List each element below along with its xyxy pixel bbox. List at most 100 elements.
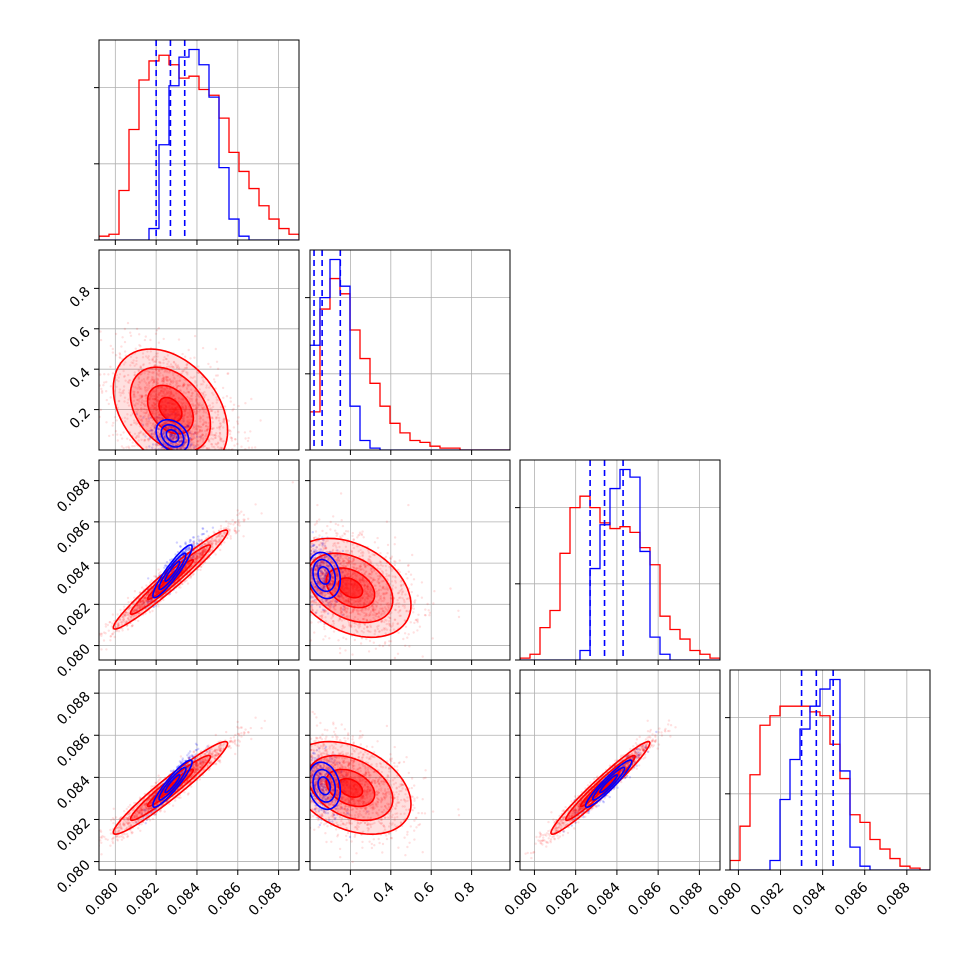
contour-red — [146, 768, 195, 808]
contour-blue — [152, 759, 193, 808]
histogram-red-step — [99, 54, 299, 240]
x-tick-label: 0.088 — [667, 880, 707, 920]
y-tick-label: 0.084 — [54, 773, 94, 813]
grid-lines — [99, 250, 299, 450]
contour-red — [310, 552, 394, 624]
y-tick-label: 0.084 — [54, 559, 94, 599]
contour-red — [325, 567, 376, 609]
contour-red — [112, 348, 229, 450]
y-tick-label: 0.088 — [54, 689, 94, 729]
panel-frame — [98, 669, 300, 871]
x-tick-label: 0.2 — [330, 880, 357, 907]
x-tick-label: 0.080 — [82, 880, 122, 920]
x-tick-label: 0.086 — [832, 879, 872, 919]
contour-red — [337, 577, 364, 599]
contour-blue — [317, 566, 331, 585]
contour-blue — [152, 544, 193, 599]
contour-blue — [164, 773, 181, 794]
panel-frame — [98, 459, 300, 661]
contour-red — [129, 754, 212, 822]
scatter-panel-1-2 — [305, 459, 511, 665]
y-tick-label: 0.8 — [67, 284, 94, 311]
panel-frame — [519, 459, 721, 661]
histogram-blue-step — [310, 258, 510, 450]
histogram-panel-1 — [305, 249, 511, 455]
y-tick-label: 0.086 — [54, 517, 94, 557]
density-fill — [147, 385, 194, 434]
x-tick-label: 0.4 — [371, 879, 398, 906]
histogram-panel-3: 0.080 0.082 0.084 0.086 0.088 — [706, 669, 931, 920]
y-tick-label: 0.080 — [54, 641, 94, 681]
contour-blue — [312, 558, 337, 593]
grid-lines — [310, 250, 510, 450]
density-fill — [338, 778, 363, 798]
contour-red — [112, 740, 229, 836]
y-tick-label: 0.4 — [67, 365, 94, 392]
density-fill — [113, 530, 228, 630]
contour-blue — [165, 429, 180, 443]
contour-red — [310, 740, 412, 836]
scatter-cloud — [99, 321, 262, 450]
scatter-panel-1-3: 0.2 0.4 0.6 0.8 — [305, 669, 511, 907]
contour-red — [112, 529, 229, 630]
density-fill — [326, 568, 375, 608]
y-tick-label: 0.082 — [54, 600, 94, 640]
x-tick-label: 0.084 — [790, 879, 830, 919]
x-tick-label: 0.8 — [451, 880, 478, 907]
contour-red — [129, 366, 212, 450]
contour-blue — [158, 552, 187, 591]
density-fill — [113, 741, 228, 835]
contour-red — [310, 754, 394, 822]
contour-blue — [160, 424, 185, 448]
density-fill — [310, 741, 411, 835]
histogram-blue-step — [730, 678, 930, 870]
y-tick-label: 0.088 — [54, 476, 94, 516]
x-tick-label: 0.082 — [748, 880, 788, 920]
x-tick-label: 0.6 — [411, 879, 438, 906]
y-tick-label: 0.086 — [54, 731, 94, 771]
contour-blue — [158, 766, 187, 801]
y-tick-label: 0.080 — [54, 857, 94, 897]
histogram-blue-step — [520, 468, 720, 660]
x-tick-label: 0.080 — [502, 880, 542, 920]
x-tick-label: 0.082 — [543, 880, 583, 920]
contour-red — [129, 544, 212, 616]
panel-frame — [98, 39, 300, 241]
scatter-panel-2-3: 0.080 0.082 0.084 0.086 0.088 — [502, 669, 721, 920]
x-tick-label: 0.088 — [874, 880, 914, 920]
contour-blue — [592, 766, 626, 801]
contour-blue — [155, 418, 190, 450]
contour-red — [550, 740, 651, 836]
panel-frame — [98, 249, 300, 451]
contour-blue — [317, 776, 331, 796]
grid-lines — [99, 460, 299, 660]
contour-blue — [310, 761, 342, 811]
panel-frame — [309, 459, 511, 661]
y-tick-label: 0.082 — [54, 815, 94, 855]
contour-blue — [312, 768, 337, 803]
histogram-red-step — [520, 495, 720, 660]
x-tick-label: 0.086 — [625, 879, 665, 919]
density-fill — [159, 397, 182, 422]
density-fill — [130, 545, 211, 615]
contour-red — [310, 537, 412, 639]
contour-blue — [310, 551, 342, 600]
grid-lines — [99, 670, 299, 870]
y-tick-label: 0.6 — [67, 324, 94, 351]
y-tick-label: 0.2 — [67, 405, 94, 432]
contour-blue — [164, 560, 181, 582]
panel-frame — [309, 249, 511, 451]
histogram-blue-step — [99, 48, 299, 240]
contour-red — [325, 768, 376, 808]
panel-frame — [309, 669, 511, 871]
x-tick-label: 0.082 — [123, 880, 163, 920]
grid-lines — [520, 460, 720, 660]
density-fill — [130, 755, 211, 821]
histogram-panel-2 — [515, 459, 721, 665]
contour-red — [337, 777, 364, 799]
panel-frame — [519, 669, 721, 871]
histogram-red-step — [730, 705, 930, 870]
